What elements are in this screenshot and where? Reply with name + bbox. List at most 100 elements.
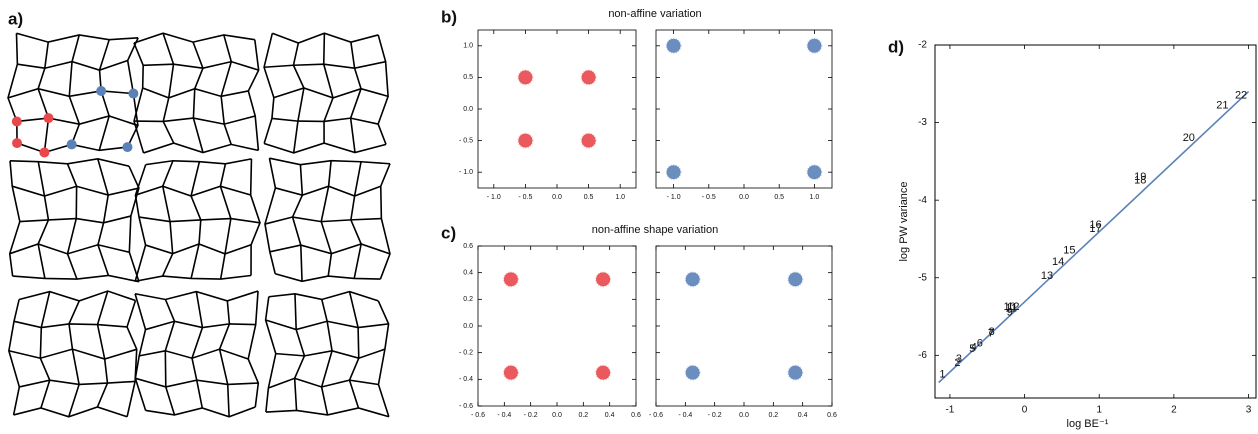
landmark xyxy=(11,116,22,127)
plot-frame xyxy=(655,29,833,189)
x-tick-label: 0.0 xyxy=(552,194,562,201)
grid-line xyxy=(133,42,145,154)
x-tick-label: - 0.2 xyxy=(708,412,722,419)
chart-title: non-affine variation xyxy=(608,8,701,20)
y-tick-label: -2 xyxy=(918,40,927,51)
point-label: 12 xyxy=(1007,301,1019,313)
landmark xyxy=(43,113,54,124)
y-tick-label: -4 xyxy=(918,195,927,206)
grid-line xyxy=(264,158,277,274)
grid-line xyxy=(135,274,252,283)
plot-frame xyxy=(655,245,833,407)
landmark xyxy=(39,147,50,158)
grid-line xyxy=(268,290,379,302)
grid-line xyxy=(37,41,50,153)
y-axis-label: log PW variance xyxy=(898,181,910,261)
grid-line xyxy=(291,164,304,282)
grid-line xyxy=(220,34,233,145)
x-tick-label: 0.6 xyxy=(827,412,837,419)
landmark xyxy=(122,142,133,153)
y-tick-label: - 0.5 xyxy=(459,137,473,144)
point-cluster xyxy=(787,364,804,381)
y-tick-label: - 0.4 xyxy=(459,376,473,383)
grid-line xyxy=(292,42,305,154)
point-cluster xyxy=(595,364,612,381)
x-tick-label: 0.0 xyxy=(739,194,749,201)
grid-line xyxy=(96,290,109,408)
x-tick-label: 2 xyxy=(1171,405,1177,416)
chart-title: non-affine shape variation xyxy=(592,224,718,236)
grid-line xyxy=(264,216,382,225)
grid-line xyxy=(218,300,231,417)
grid-line xyxy=(145,406,256,418)
grid-line xyxy=(7,33,19,144)
grid-line xyxy=(249,158,261,276)
grid-line xyxy=(320,299,333,416)
landmark xyxy=(128,88,139,99)
grid-line xyxy=(190,161,202,279)
y-tick-label: 0.2 xyxy=(463,296,473,303)
point-label: 11 xyxy=(1005,303,1016,315)
point-label: 6 xyxy=(977,338,983,350)
point-label: 5 xyxy=(969,343,975,355)
grid-line xyxy=(377,300,390,417)
grid-line xyxy=(10,158,130,167)
grid-line xyxy=(322,33,334,144)
grid-line xyxy=(161,160,174,277)
point-label: 4 xyxy=(971,341,977,353)
x-axis-label: log BE⁻¹ xyxy=(1067,418,1109,430)
point-label: 20 xyxy=(1183,132,1195,144)
grid-line xyxy=(66,163,78,280)
point-cluster xyxy=(580,69,597,86)
point-cluster xyxy=(806,164,823,181)
x-tick-label: - 1.0 xyxy=(487,194,501,201)
x-tick-label: 0.4 xyxy=(798,412,808,419)
grid-line xyxy=(348,291,360,409)
plot-frame xyxy=(934,44,1257,399)
panel-label: a) xyxy=(8,9,23,28)
x-tick-label: - 0.5 xyxy=(702,194,716,201)
grid-line xyxy=(11,185,140,197)
point-label: 1 xyxy=(939,369,945,381)
grid-line xyxy=(264,296,277,413)
grid-line xyxy=(263,142,387,154)
landmark xyxy=(66,139,77,150)
point-label: 13 xyxy=(1041,270,1053,282)
x-tick-label: - 1.0 xyxy=(667,194,681,201)
grid-line xyxy=(164,299,176,416)
landmark xyxy=(96,85,107,96)
point-cluster xyxy=(502,364,519,381)
grid-line xyxy=(126,300,138,417)
point-cluster xyxy=(787,271,804,288)
x-tick-label: - 0.2 xyxy=(524,412,538,419)
x-tick-label: 1.0 xyxy=(615,194,625,201)
x-tick-label: 0.4 xyxy=(605,412,615,419)
grid-line xyxy=(7,87,134,99)
grid-line xyxy=(320,160,333,277)
grid-line xyxy=(219,163,232,280)
y-tick-label: 0.0 xyxy=(463,106,473,113)
grid-line xyxy=(350,161,363,279)
x-tick-label: - 0.4 xyxy=(497,412,511,419)
x-tick-label: - 0.6 xyxy=(649,412,663,419)
panel-label: c) xyxy=(441,223,456,242)
point-label: 10 xyxy=(1004,301,1016,313)
grid-line xyxy=(192,41,204,153)
x-tick-label: 0.0 xyxy=(552,412,562,419)
point-cluster xyxy=(502,271,519,288)
grid-line xyxy=(134,293,147,411)
point-label: 17 xyxy=(1089,223,1101,235)
y-tick-label: 0.6 xyxy=(463,243,473,250)
grid-line xyxy=(191,291,204,409)
landmark xyxy=(12,138,23,149)
grid-line xyxy=(379,163,391,280)
point-cluster xyxy=(684,271,701,288)
grid-line xyxy=(8,299,21,416)
grid-line xyxy=(67,300,80,417)
y-tick-label: - 0.6 xyxy=(459,403,473,410)
grid-line xyxy=(247,39,260,151)
point-label: 19 xyxy=(1134,171,1146,183)
grid-line xyxy=(247,290,260,408)
plot-frame xyxy=(477,29,637,189)
x-tick-label: 0 xyxy=(1022,405,1028,416)
